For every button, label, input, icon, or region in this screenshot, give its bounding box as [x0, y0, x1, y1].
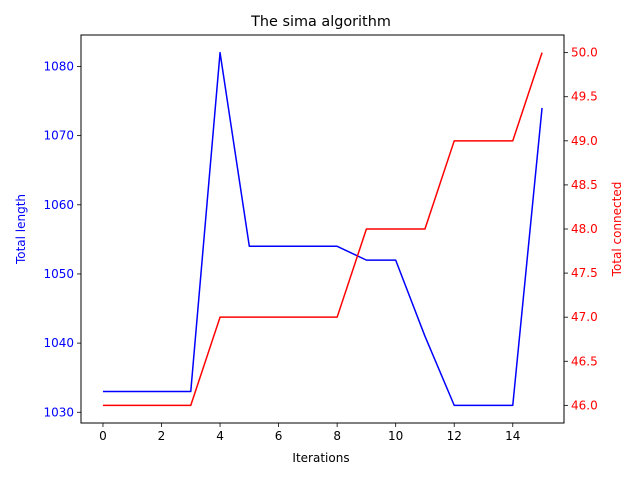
x-tick-label: 10	[388, 429, 403, 443]
y-right-tick-label: 46.0	[571, 398, 598, 412]
y-right-tick-label: 49.0	[571, 134, 598, 148]
plot-area-frame	[80, 34, 565, 424]
y-left-tick-label: 1040	[43, 336, 74, 350]
y-right-tick-label: 48.5	[571, 178, 598, 192]
y-right-tick-label: 49.5	[571, 90, 598, 104]
x-tick-label: 0	[99, 429, 107, 443]
y-right-tick-label: 50.0	[571, 46, 598, 60]
x-tick-label: 4	[216, 429, 224, 443]
y-left-tick-label: 1030	[43, 405, 74, 419]
y-axis-right-label: Total connected	[610, 182, 624, 278]
y-left-tick-label: 1070	[43, 129, 74, 143]
x-tick-label: 8	[333, 429, 341, 443]
x-tick-label: 2	[158, 429, 166, 443]
y-axis-left-label: Total length	[14, 194, 28, 265]
y-left-tick-label: 1050	[43, 267, 74, 281]
y-right-tick-label: 47.0	[571, 310, 598, 324]
x-tick-label: 6	[275, 429, 283, 443]
x-tick-label: 14	[505, 429, 520, 443]
y-right-tick-label: 46.5	[571, 354, 598, 368]
chart-title: The sima algorithm	[250, 14, 391, 30]
x-tick-label: 12	[447, 429, 462, 443]
y-left-tick-label: 1080	[43, 59, 74, 73]
y-right-tick-label: 47.5	[571, 266, 598, 280]
x-axis-label: Iterations	[292, 451, 349, 465]
y-right-tick-label: 48.0	[571, 222, 598, 236]
y-left-tick-label: 1060	[43, 198, 74, 212]
series-line-total-length	[102, 51, 543, 407]
series-line-total-connected	[102, 52, 543, 407]
